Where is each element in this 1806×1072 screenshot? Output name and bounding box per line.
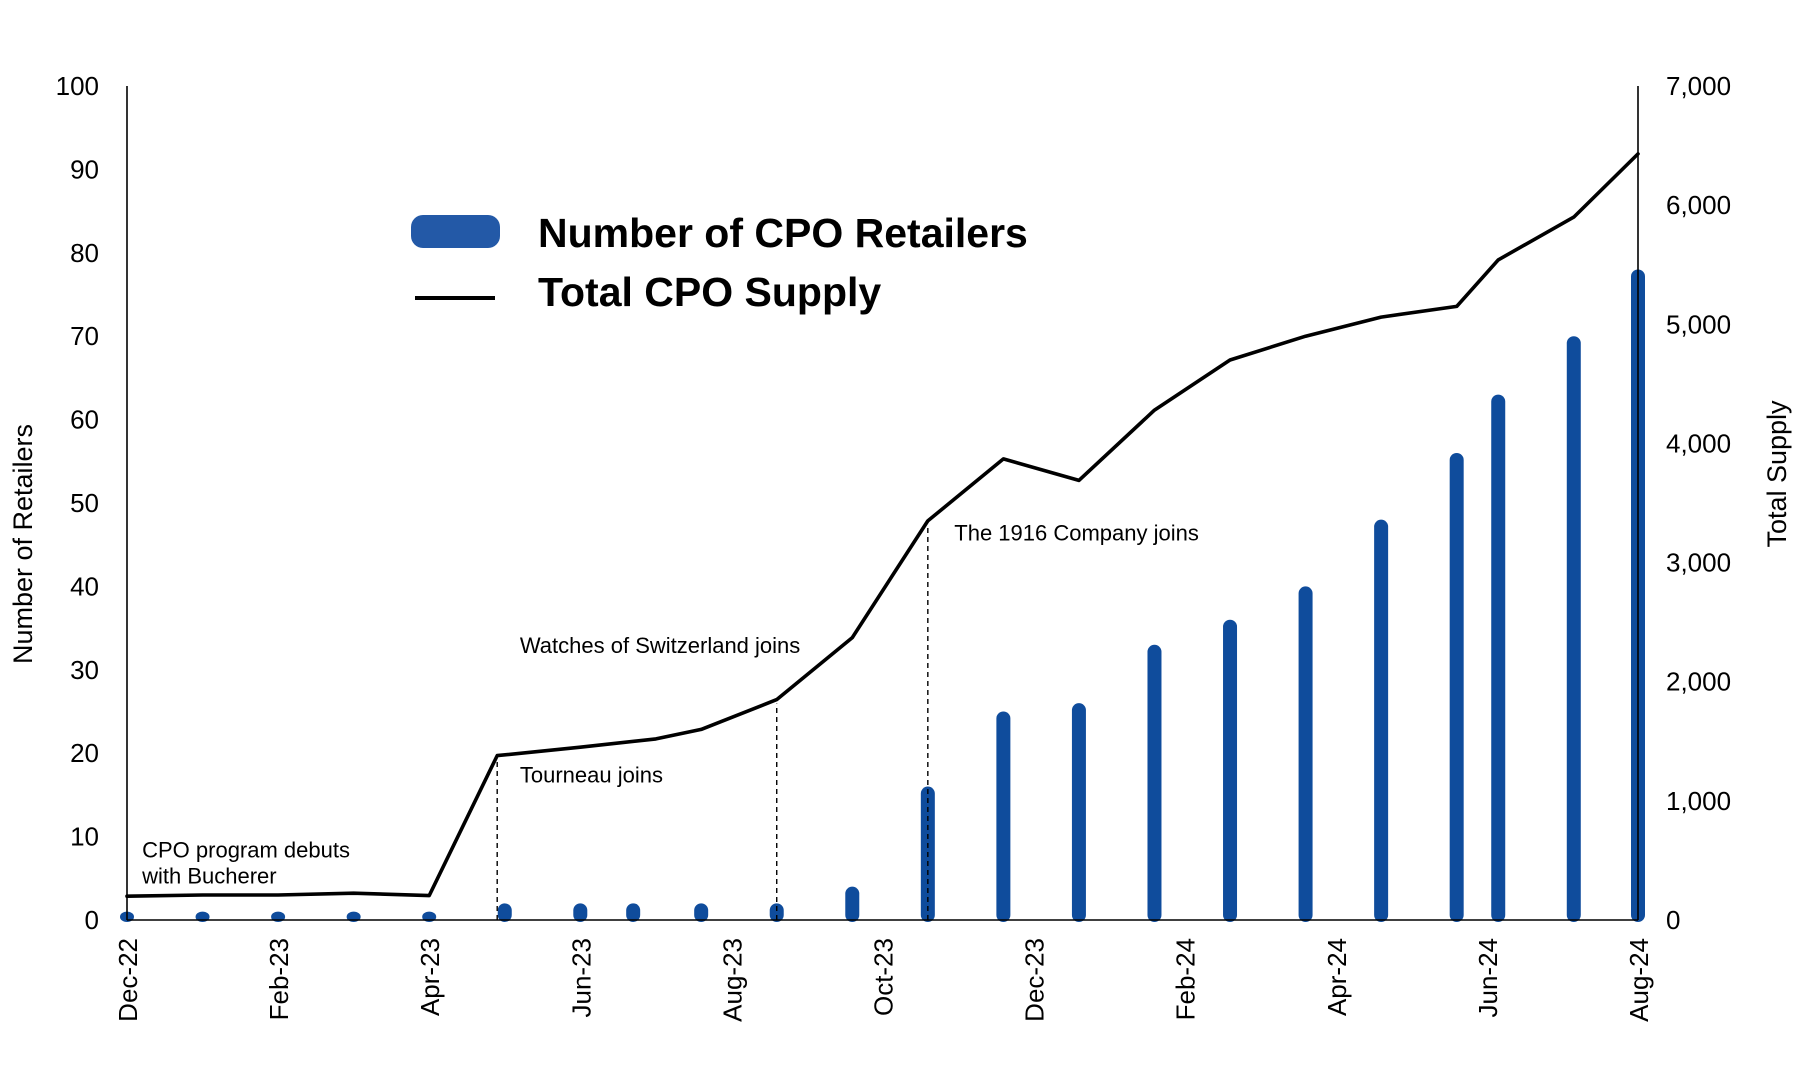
bar-series: [120, 269, 1645, 923]
bar-18: [1449, 452, 1464, 922]
supply-line: [125, 152, 1640, 899]
x-tick-label-0: Dec-22: [113, 938, 143, 1022]
left-tick-label-2: 20: [70, 738, 99, 768]
left-axis-title: Number of Retailers: [8, 424, 38, 664]
x-tick-label-8: Apr-24: [1322, 938, 1352, 1016]
bar-5: [497, 903, 512, 922]
x-tick-label-6: Dec-23: [1020, 938, 1050, 1022]
left-axis-ticks: 0 10 20 30 40 50 60 70 80 90 100: [56, 71, 99, 935]
right-axis-ticks: 0 1,000 2,000 3,000 4,000 5,000 6,000 7,000: [1666, 71, 1731, 935]
x-tick-label-1: Feb-23: [264, 938, 294, 1020]
bar-6: [573, 903, 588, 922]
legend-bar-swatch: [411, 215, 500, 248]
right-tick-label-3: 3,000: [1666, 548, 1731, 578]
line-series: [125, 152, 1640, 899]
x-tick-label-7: Feb-24: [1171, 938, 1201, 1020]
bar-12: [996, 711, 1011, 922]
legend: Number of CPO Retailers Total CPO Supply: [411, 210, 1028, 315]
left-tick-label-6: 60: [70, 405, 99, 435]
bar-20: [1566, 336, 1581, 922]
x-tick-label-3: Jun-23: [566, 938, 596, 1018]
left-tick-label-4: 40: [70, 571, 99, 601]
left-tick-label-1: 10: [70, 822, 99, 852]
x-tick-label-2: Apr-23: [415, 938, 445, 1016]
left-tick-label-7: 70: [70, 321, 99, 351]
x-tick-label-4: Aug-23: [717, 938, 747, 1022]
x-axis-ticks: Dec-22 Feb-23 Apr-23 Jun-23 Aug-23 Oct-23 Dec-…: [113, 938, 1654, 1022]
right-tick-label-2: 2,000: [1666, 667, 1731, 697]
bar-7: [626, 903, 641, 922]
legend-line-label: Total CPO Supply: [538, 269, 881, 315]
annotation-3-line-0: The 1916 Company joins: [954, 521, 1199, 546]
right-tick-label-6: 6,000: [1666, 190, 1731, 220]
bar-15: [1223, 619, 1238, 922]
bar-9: [769, 903, 784, 922]
bar-8: [694, 903, 709, 922]
left-tick-label-8: 80: [70, 238, 99, 268]
left-tick-label-5: 50: [70, 488, 99, 518]
annotation-1-line-0: Tourneau joins: [520, 762, 663, 787]
axes: [126, 86, 1639, 921]
annotation-0-line-1: with Bucherer: [141, 863, 277, 888]
x-tick-label-10: Aug-24: [1624, 938, 1654, 1022]
x-tick-label-5: Oct-23: [869, 938, 899, 1016]
legend-bar-label: Number of CPO Retailers: [538, 210, 1028, 256]
bar-16: [1298, 586, 1313, 922]
right-axis-title: Total Supply: [1762, 400, 1792, 548]
annotation-0-line-0: CPO program debuts: [142, 837, 350, 862]
right-tick-label-4: 4,000: [1666, 428, 1731, 458]
left-tick-label-10: 100: [56, 71, 99, 101]
annotation-2-line-0: Watches of Switzerland joins: [520, 633, 800, 658]
bar-10: [845, 886, 860, 922]
left-tick-label-0: 0: [85, 905, 99, 935]
bar-14: [1147, 644, 1162, 922]
bar-13: [1071, 703, 1086, 922]
left-tick-label-9: 90: [70, 154, 99, 184]
bar-17: [1374, 519, 1389, 922]
right-tick-label-1: 1,000: [1666, 786, 1731, 816]
x-tick-label-9: Jun-24: [1473, 938, 1503, 1018]
right-tick-label-0: 0: [1666, 905, 1680, 935]
event-lines: [496, 524, 929, 920]
right-tick-label-7: 7,000: [1666, 71, 1731, 101]
bar-19: [1491, 394, 1506, 923]
right-tick-label-5: 5,000: [1666, 309, 1731, 339]
left-tick-label-3: 30: [70, 655, 99, 685]
